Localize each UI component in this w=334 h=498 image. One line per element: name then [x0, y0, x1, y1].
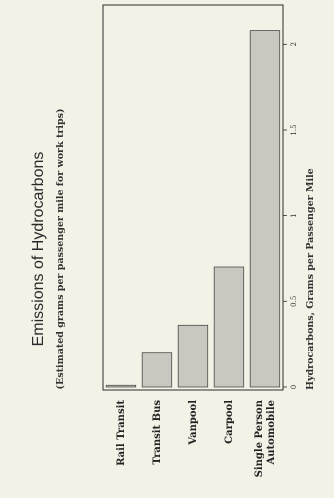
bar-single-person-automobile	[249, 30, 281, 388]
category-label: Automobile	[266, 400, 277, 466]
tick-label: 1	[290, 213, 298, 217]
tick-label: 0	[290, 385, 298, 389]
bar-vanpool	[177, 324, 209, 388]
category-label: Vanpool	[188, 400, 199, 446]
category-label: Carpool	[224, 400, 235, 444]
category-label: Transit Bus	[152, 400, 163, 465]
category-label: Rail Transit	[116, 400, 127, 466]
bar-carpool	[213, 266, 245, 388]
category-label: Single Person	[254, 399, 265, 477]
chart-title: Emissions of Hydrocarbons	[30, 152, 47, 347]
tick-label: 1.5	[290, 124, 298, 135]
bar-rail-transit	[105, 384, 137, 388]
plot-frame	[102, 4, 284, 391]
tick-label: 2	[290, 42, 298, 46]
tick-label: 0.5	[290, 296, 298, 307]
bar-transit-bus	[141, 352, 173, 388]
chart-subtitle: (Estimated grams per passenger mile for …	[55, 109, 66, 390]
x-axis-title: Hydrocarbons, Grams per Passenger Mile	[305, 168, 316, 390]
